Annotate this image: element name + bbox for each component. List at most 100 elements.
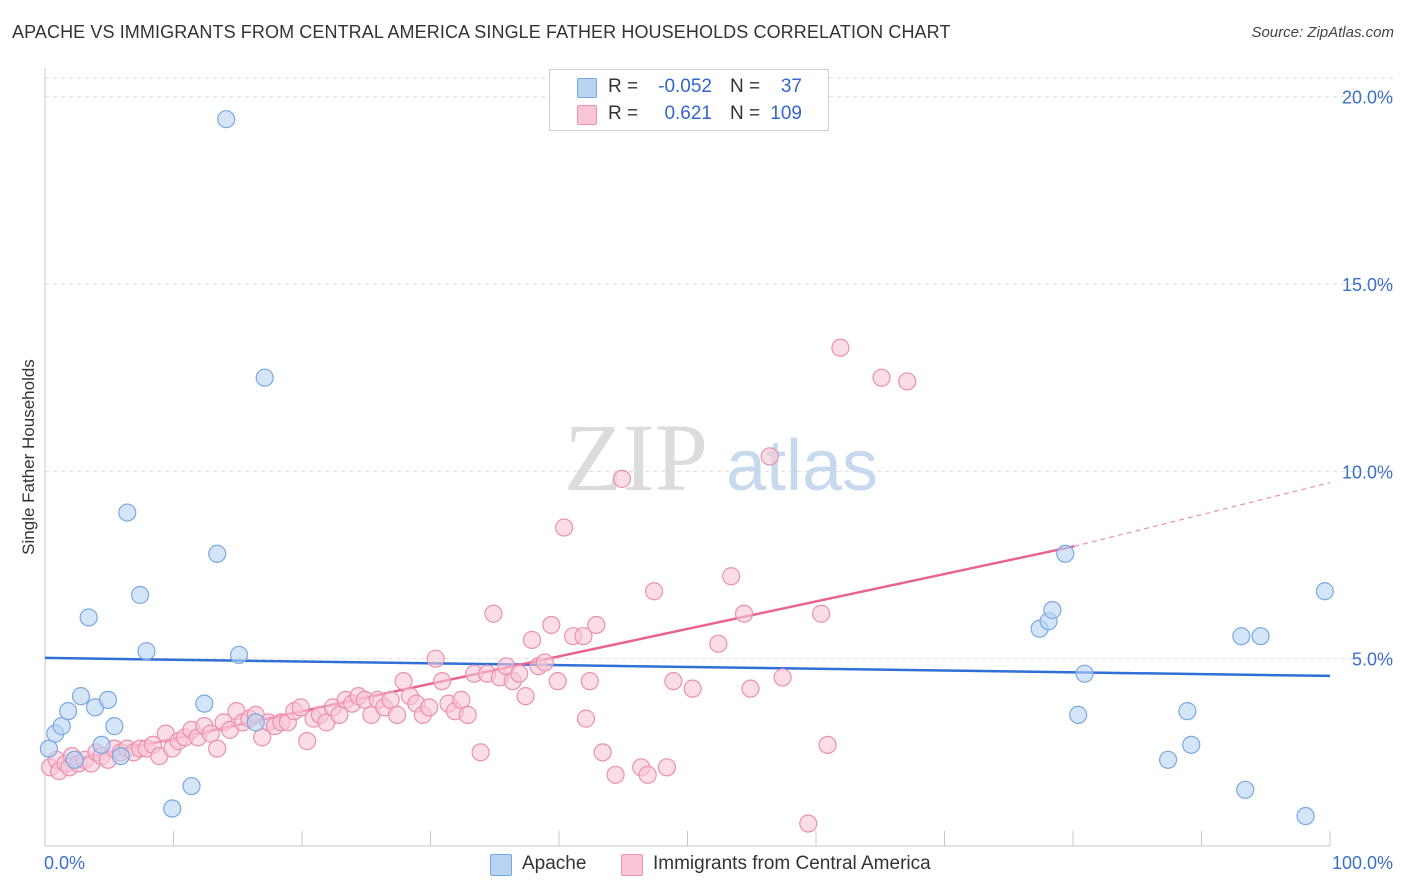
apache-point [71, 687, 91, 706]
apache-point [1182, 735, 1201, 754]
central-america-point [587, 615, 606, 635]
apache-point [195, 694, 214, 713]
central-america-legend-label: Immigrants from Central America [653, 853, 931, 874]
central-america-point [535, 653, 554, 672]
central-america-swatch [577, 105, 597, 125]
apache-point [1232, 627, 1251, 646]
legend-r-label: R = [608, 76, 639, 97]
legend-n-label: N = [730, 76, 761, 97]
apache-point [1315, 582, 1334, 601]
watermark: ZIP atlas [564, 404, 878, 511]
central-america-point [522, 630, 542, 650]
central-america-point [898, 372, 917, 391]
central-america-point [576, 709, 596, 728]
central-america-point [387, 705, 407, 724]
central-america-point [580, 672, 599, 691]
apache-point [1069, 705, 1088, 724]
watermark-atlas: atlas [726, 426, 878, 506]
tick-labels: 5.0% 10.0% 15.0% 20.0% 0.0% 100.0% [44, 88, 1393, 873]
central-america-point [471, 743, 490, 762]
apache-point [137, 642, 156, 661]
apache-point [255, 368, 274, 387]
apache-swatch [577, 78, 597, 98]
central-america-point [548, 672, 567, 691]
central-america-point [683, 679, 702, 698]
central-america-point [298, 732, 317, 751]
apache-point [217, 110, 236, 129]
apache-point [1236, 780, 1255, 799]
central-america-point [484, 604, 503, 623]
axes [44, 68, 1331, 847]
central-america-point [542, 615, 561, 635]
y-tick-label: 15.0% [1342, 275, 1393, 295]
central-america-point [638, 765, 657, 784]
x-tick-label-max: 100.0% [1332, 853, 1393, 873]
legend-n-value: 109 [770, 103, 802, 124]
legend-r-value: 0.621 [664, 103, 712, 124]
legend-n-value: 37 [780, 76, 802, 97]
central-america-point [734, 604, 754, 623]
central-america-point [722, 567, 741, 586]
apache-point [208, 544, 227, 563]
apache-point [163, 799, 182, 818]
apache-point [130, 585, 150, 605]
central-america-point [760, 447, 779, 466]
apache-swatch [490, 854, 512, 876]
central-america-point [612, 469, 632, 488]
y-tick-label: 20.0% [1342, 88, 1393, 108]
apache-point [105, 717, 124, 736]
legend-r-value: -0.052 [658, 76, 712, 97]
apache-point [1251, 627, 1270, 646]
apache-point [79, 608, 98, 627]
x-tick-label-min: 0.0% [44, 853, 85, 873]
central-america-point [872, 368, 891, 387]
central-america-point [381, 690, 400, 709]
apache-legend-label: Apache [522, 853, 587, 874]
correlation-legend: R = -0.052 N = 37 R = 0.621 N = 109 [549, 69, 829, 131]
central-america-point [799, 814, 818, 833]
central-america-point [510, 664, 529, 683]
apache-point [59, 702, 78, 721]
central-america-point [644, 582, 664, 601]
central-america-point [426, 649, 445, 668]
apache-point [98, 690, 118, 709]
central-america-point [330, 705, 349, 724]
apache-point [1043, 600, 1062, 620]
legend-n-label: N = [730, 103, 761, 124]
central-america-point [812, 604, 831, 623]
grid-lines [45, 77, 1395, 660]
central-america-point [452, 690, 471, 709]
central-america-point [606, 765, 625, 784]
chart-title: APACHE VS IMMIGRANTS FROM CENTRAL AMERIC… [12, 22, 951, 42]
apache-point [39, 739, 58, 758]
central-america-point [201, 724, 220, 743]
apache-point [1178, 702, 1197, 721]
apache-point [118, 503, 137, 522]
central-america-point [555, 518, 574, 537]
central-america-trend-extension [1074, 482, 1331, 547]
apache-point [1056, 544, 1075, 563]
central-america-point [664, 672, 683, 691]
legend-row-central-america: R = 0.621 N = 109 [550, 102, 828, 126]
apache-point [52, 717, 71, 736]
watermark-zip: ZIP [564, 404, 708, 511]
central-america-point [420, 698, 439, 717]
source-attribution: Source: ZipAtlas.com [1251, 24, 1394, 41]
central-america-point [394, 672, 413, 691]
central-america-point [657, 758, 677, 777]
central-america-point [574, 627, 593, 646]
central-america-point [831, 338, 850, 357]
apache-point [1158, 750, 1178, 769]
apache-point [246, 713, 265, 732]
apache-point [92, 735, 111, 754]
apache-point [1296, 806, 1315, 826]
central-america-point [208, 739, 227, 758]
apache-point [65, 750, 84, 769]
apache-trend-line [44, 656, 1331, 678]
central-america-point [516, 687, 535, 706]
central-america-point [818, 735, 837, 754]
central-america-swatch [621, 854, 643, 876]
central-america-point [593, 743, 612, 762]
central-america-point [291, 698, 310, 717]
central-america-point [458, 705, 477, 724]
